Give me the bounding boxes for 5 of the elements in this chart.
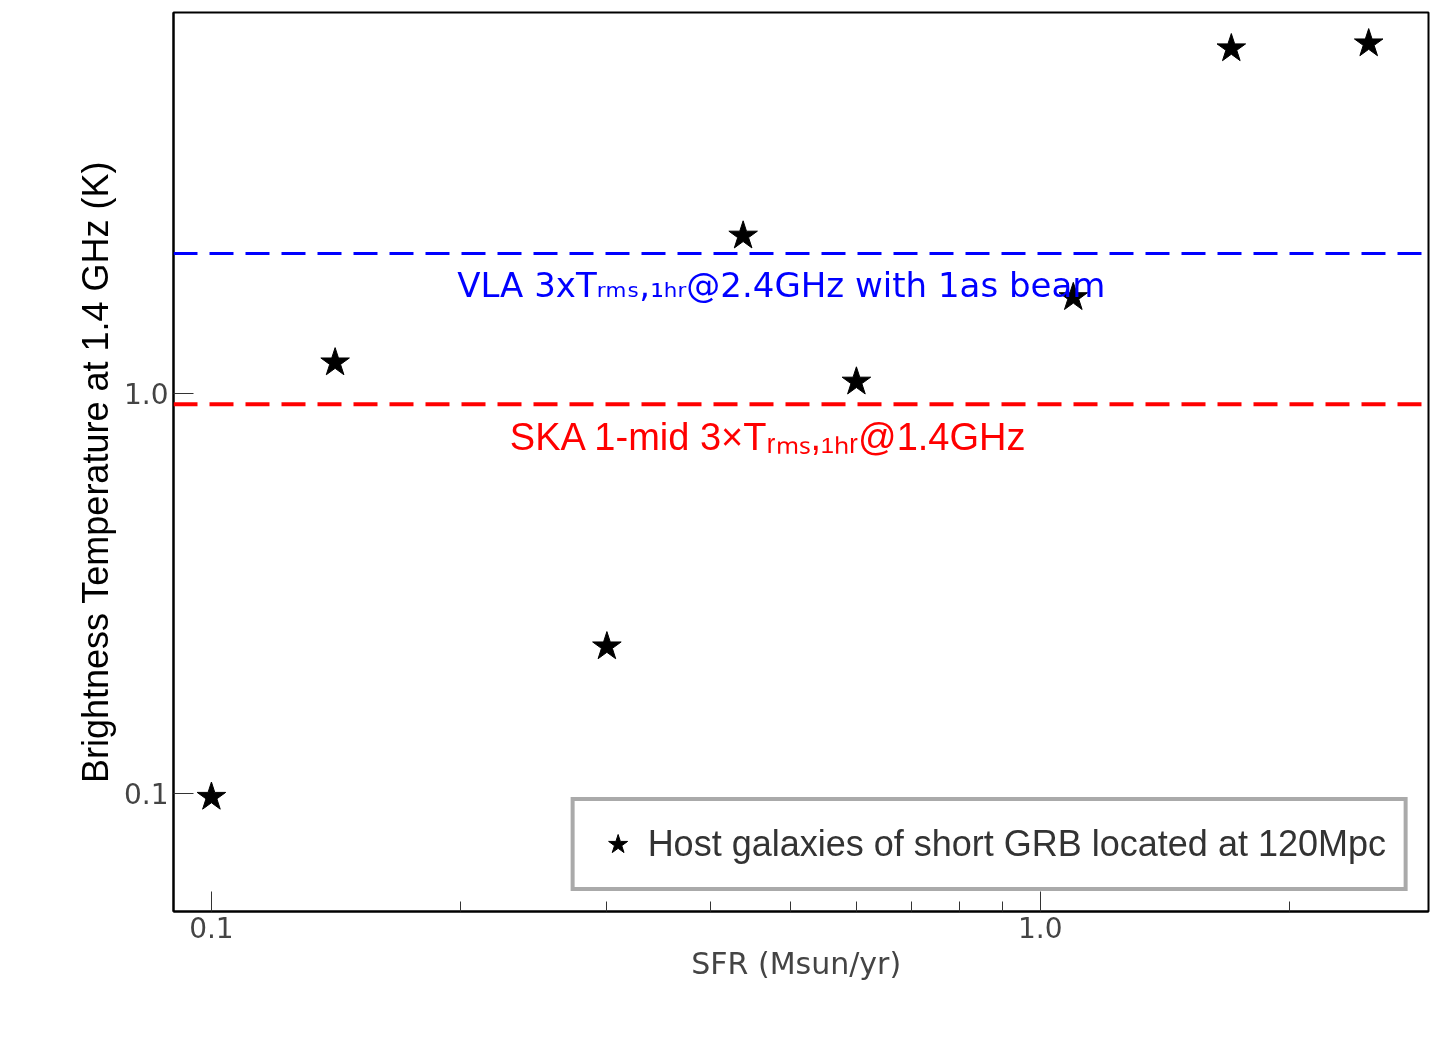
legend-label: Host galaxies of short GRB located at 120Mpc — [647, 823, 1386, 865]
ref-line-label: SKA 1-mid 3×Tᵣₘₛ,₁ₕᵣ@1.4GHz — [509, 416, 1026, 459]
x-axis-title: SFR (Msun/yr) — [691, 945, 902, 981]
y-axis-title: Brightness Temperature at 1.4 GHz (K) — [74, 161, 116, 784]
ref-line-label: VLA 3xTᵣₘₛ,₁ₕᵣ@2.4GHz with 1as beam — [457, 265, 1106, 306]
